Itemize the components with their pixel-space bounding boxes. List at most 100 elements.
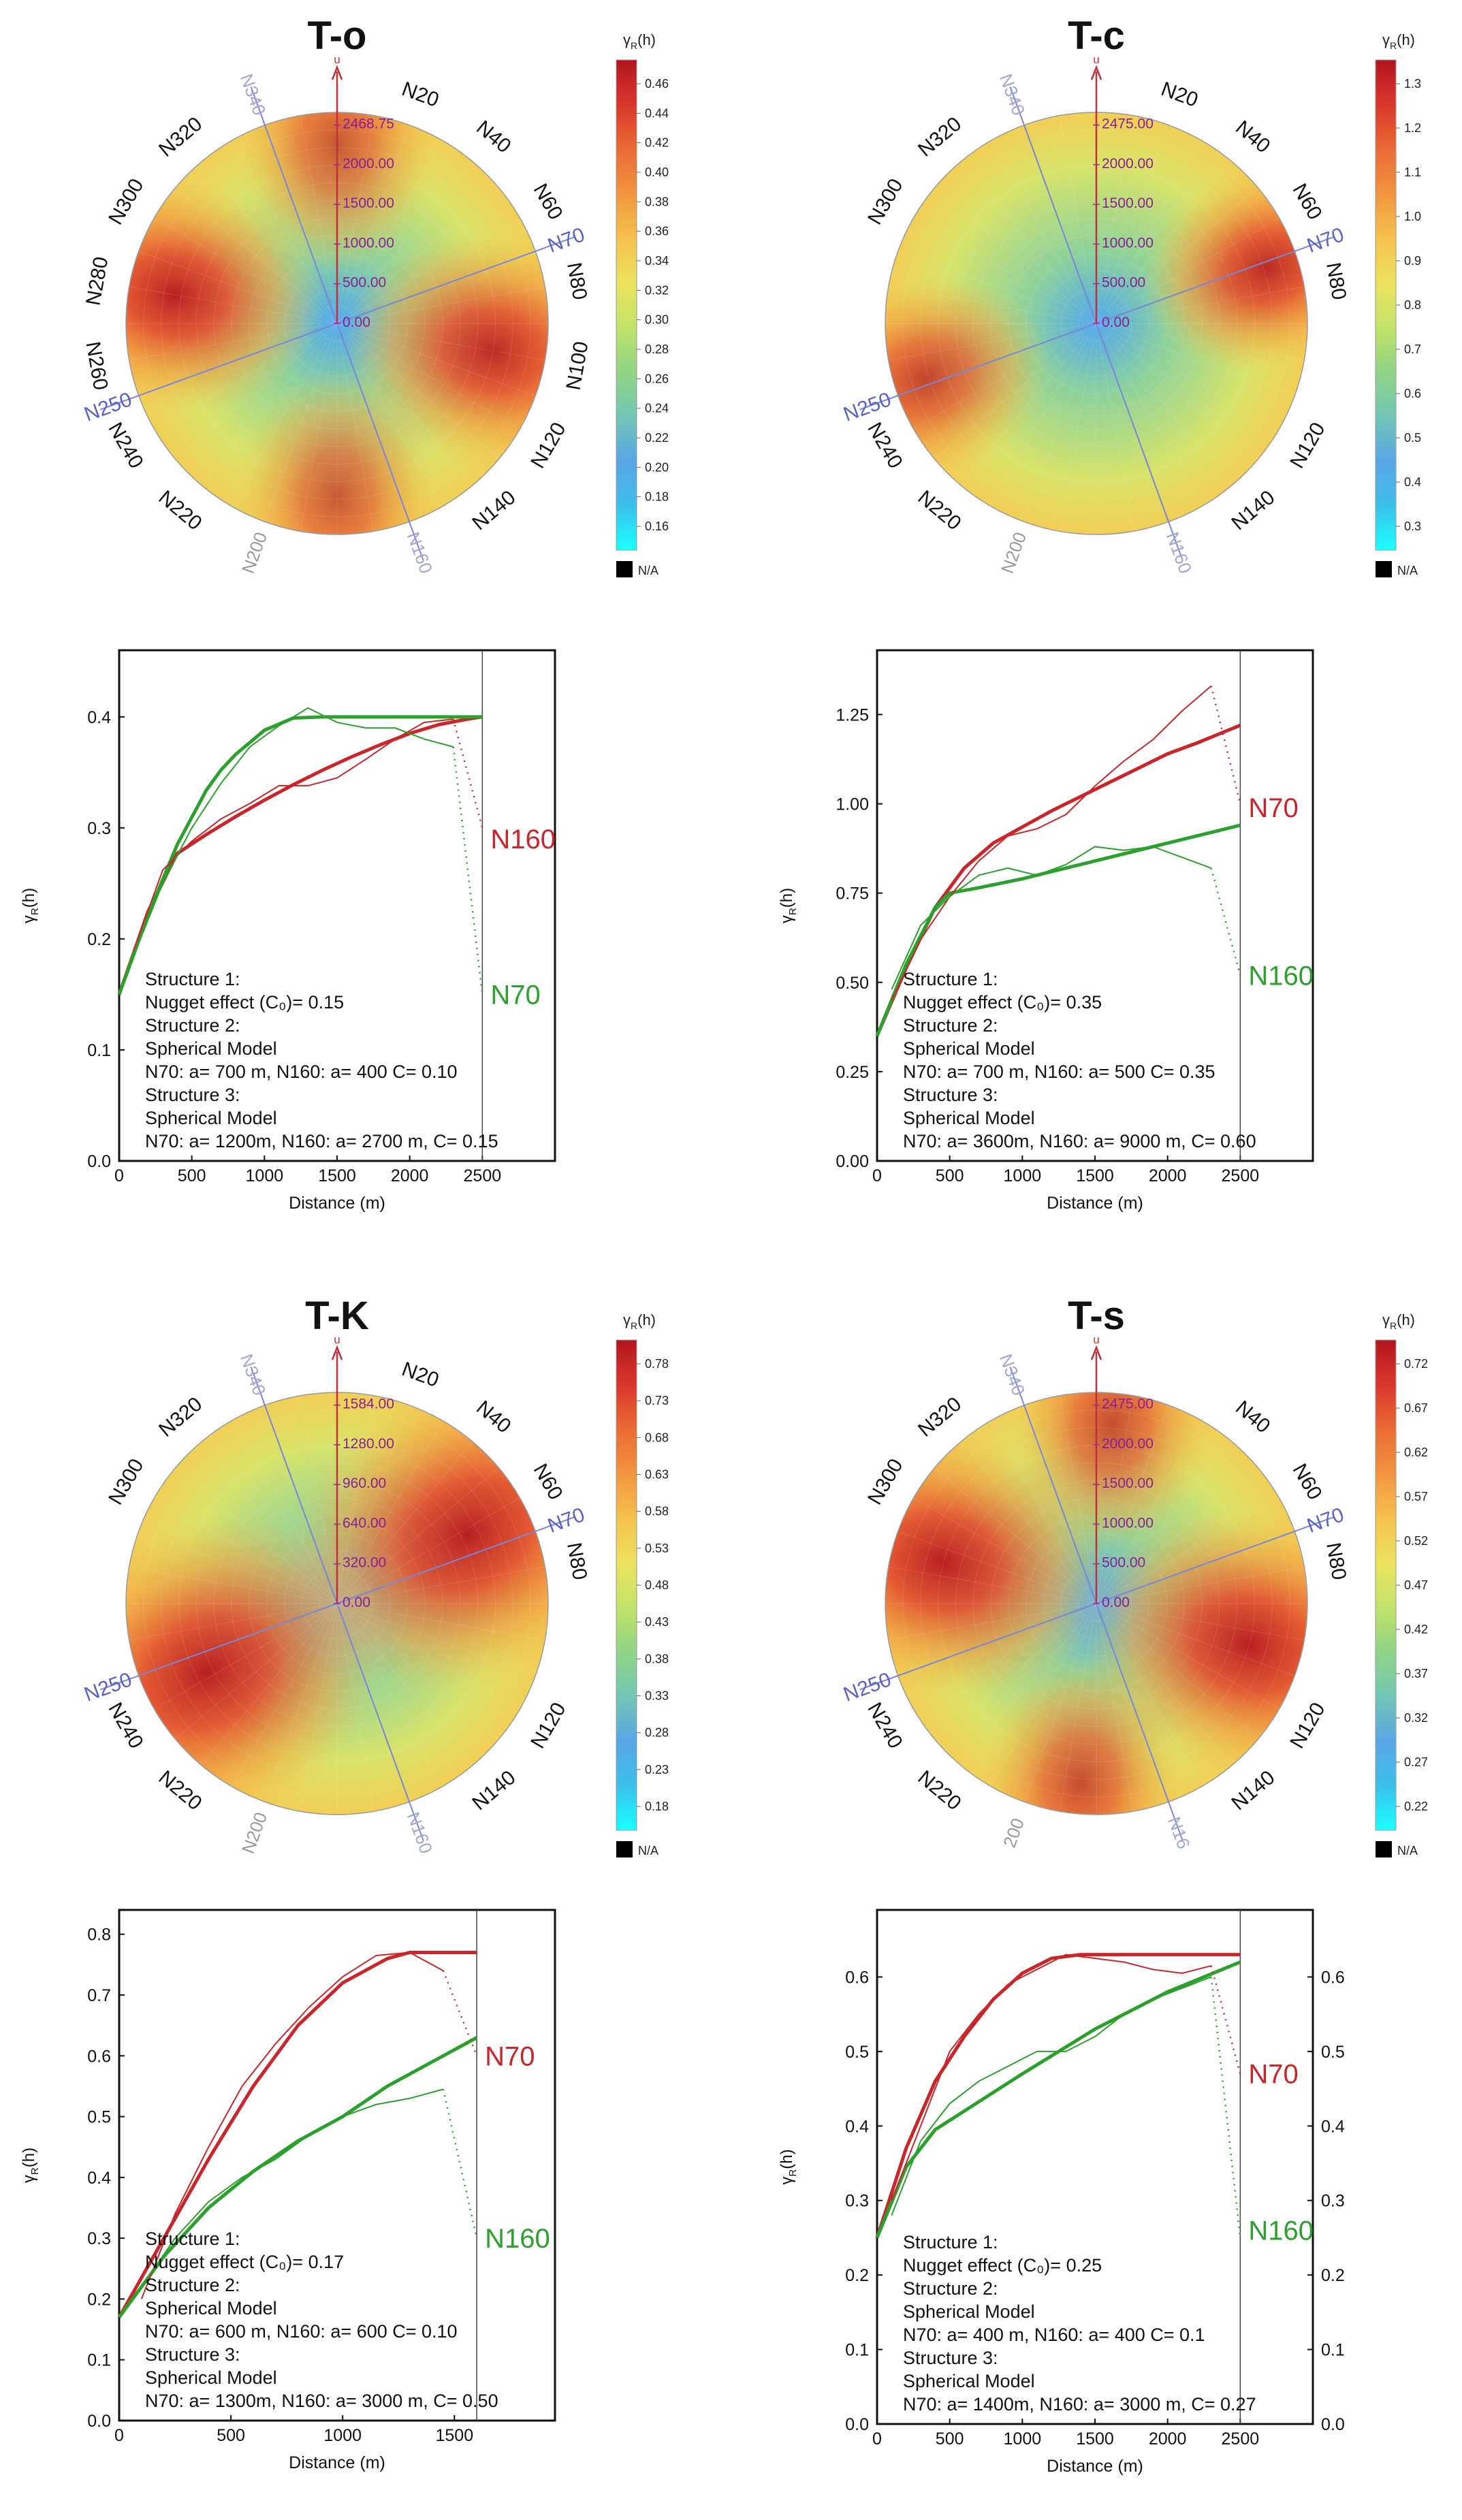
x-axis-label: Distance (m): [289, 1194, 385, 1213]
major-axis-label: N70: [1304, 1503, 1347, 1537]
series-n70: [117, 1951, 477, 2318]
radial-tick-label: 1584.00: [343, 1397, 394, 1412]
direction-label: N60: [1288, 1460, 1326, 1503]
series-n160-tail: [442, 2089, 478, 2239]
y-tick-label: 0.0: [87, 2412, 111, 2431]
rose-anomaly: [126, 175, 322, 415]
colorbar-tick-label: 0.48: [645, 1578, 669, 1592]
y-tick-label: 1.00: [836, 795, 869, 814]
direction-label: N300: [863, 1455, 907, 1509]
rose-panel-2: u 0.00 500.00 1000.00 1500.00 2000.00 2475.00 T…: [840, 14, 1421, 577]
model-annotation-line: Structure 2:: [903, 2278, 998, 2299]
rose-title: T-K: [305, 1294, 369, 1338]
major-axis-label: N70: [545, 223, 588, 257]
direction-label: N300: [863, 175, 907, 229]
colorbar-tick-label: 0.22: [645, 431, 669, 445]
y-tick-label: 0.0: [845, 2415, 869, 2434]
x-axis-label: Distance (m): [1047, 2457, 1143, 2476]
colorbar-tick-label: 0.52: [1404, 1534, 1428, 1548]
right-y-tick-label: 0.6: [1321, 1968, 1345, 1987]
y-tick-label: 0.5: [845, 2043, 869, 2062]
x-tick-label: 1500: [1076, 2429, 1114, 2449]
colorbar-tick-label: 0.42: [1404, 1623, 1428, 1636]
right-y-tick-label: 0.2: [1321, 2266, 1345, 2285]
variogram-chart-3: 0 500 1000 1500 0.0 0.1 0.2 0.3 0.4 0.5 0.6 0.7 0.8 D…: [20, 1909, 556, 2472]
radial-tick-label: 2000.00: [343, 156, 394, 172]
colorbar: γR(h) 0.46 0.44 0.42 0.40 0.38 0.36 0.34 0.32 0.3…: [616, 31, 669, 577]
colorbar-tick-label: 0.58: [645, 1505, 669, 1518]
radial-tick-label: 1500.00: [1102, 1476, 1154, 1491]
series-n160: [117, 2036, 478, 2318]
radial-tick-label: 320.00: [343, 1555, 386, 1571]
colorbar-tick-label: 0.5: [1404, 431, 1421, 445]
colorbar-tick-label: 0.57: [1404, 1490, 1428, 1503]
rose-title: T-o: [308, 14, 367, 58]
colorbar-tick-label: 0.40: [645, 165, 669, 179]
y-tick-label: 0.75: [836, 884, 869, 904]
x-tick-label: 0: [114, 2426, 124, 2445]
x-tick-label: 0: [872, 2429, 882, 2449]
colorbar-tick-label: 0.46: [645, 77, 669, 91]
colorbar-tick-label: 0.32: [1404, 1711, 1428, 1725]
colorbar-tick-label: 0.67: [1404, 1401, 1428, 1415]
colorbar-title: γR(h): [1382, 31, 1415, 51]
direction-label: N40: [472, 116, 515, 158]
x-tick-label: 1000: [246, 1166, 284, 1185]
na-label: N/A: [1397, 564, 1418, 577]
series-n160-tail: [1210, 867, 1241, 976]
na-swatch: [1376, 1841, 1392, 1857]
x-tick-label: 1000: [1004, 2429, 1042, 2449]
series-n160-experimental: [133, 718, 454, 951]
series-n160-tail: [1210, 1977, 1241, 2238]
major-axis-label: N70: [545, 1503, 588, 1537]
colorbar-tick-label: 0.68: [645, 1431, 669, 1444]
colorbar-tick-label: 0.33: [645, 1689, 669, 1703]
radial-tick-label: 2475.00: [1102, 116, 1154, 132]
rose-anomaly: [236, 370, 439, 535]
major-axis-label-opposite: N250: [81, 1668, 135, 1706]
direction-label: N260: [81, 340, 112, 392]
model-annotation-line: Spherical Model: [145, 1108, 277, 1128]
x-tick-label: 500: [178, 1166, 206, 1185]
direction-label: N280: [82, 255, 112, 307]
minor-axis-label-opposite: N16: [1164, 1814, 1194, 1851]
radial-tick-label: 2000.00: [1102, 156, 1154, 172]
na-label: N/A: [638, 564, 658, 577]
radial-tick-label: 2468.75: [343, 116, 394, 132]
direction-label: N220: [913, 486, 965, 535]
right-y-tick-label: 0.0: [1321, 2415, 1345, 2434]
minor-axis-label-opposite: N160: [403, 529, 436, 576]
x-tick-label: 2500: [1222, 2429, 1260, 2449]
variogram-chart-2: 0 500 1000 1500 2000 2500 0.00 0.25 0.50 0.75 1.00…: [778, 649, 1314, 1213]
radial-tick-label: 1500.00: [1102, 195, 1154, 211]
series-label: N160: [1248, 2216, 1314, 2246]
colorbar-tick-label: 0.24: [645, 402, 669, 415]
rose-panel-1: u 0.00 500.00 1000.00 1500.00 2000.00 2468.75 T…: [81, 14, 669, 577]
model-annotation-line: N70: a= 1300m, N160: a= 3000 m, C= 0.50: [145, 2391, 498, 2411]
y-tick-label: 0.3: [845, 2192, 869, 2211]
colorbar-tick-label: 0.42: [645, 136, 669, 150]
radial-tick-label: 500.00: [343, 275, 386, 291]
model-annotation-line: Structure 1:: [903, 2232, 998, 2252]
direction-label: N240: [863, 1699, 906, 1753]
major-axis-label: N70: [1304, 223, 1347, 257]
north-arrowhead-icon: [331, 1345, 343, 1360]
series-n70-tail: [1210, 1965, 1241, 2075]
colorbar-scale: [616, 59, 637, 551]
colorbar-scale: [1375, 1339, 1397, 1831]
colorbar-tick-label: 0.43: [645, 1615, 669, 1629]
series-n70-experimental: [891, 1953, 1211, 2201]
radial-tick-label: 1500.00: [343, 195, 394, 211]
rose-panel-4: u 0.00 500.00 1000.00 1500.00 2000.00 2475.00 T…: [840, 1294, 1428, 1857]
model-annotation-line: Nugget effect (C₀)= 0.15: [145, 992, 344, 1012]
model-annotation-line: N70: a= 1400m, N160: a= 3000 m, C= 0.27: [903, 2394, 1256, 2414]
x-tick-label: 2000: [1149, 2429, 1187, 2449]
colorbar-tick-label: 0.27: [1404, 1755, 1428, 1769]
series-n160-experimental: [891, 846, 1212, 990]
x-tick-label: 2500: [464, 1166, 502, 1185]
series-n160-experimental: [140, 2088, 444, 2288]
variogram-chart-1: 0 500 1000 1500 2000 2500 0.0 0.1 0.2 0.3 0.4 Dista…: [20, 649, 556, 1213]
y-tick-label: 0.0: [87, 1152, 111, 1171]
model-annotation-line: Structure 2:: [903, 1015, 998, 1036]
